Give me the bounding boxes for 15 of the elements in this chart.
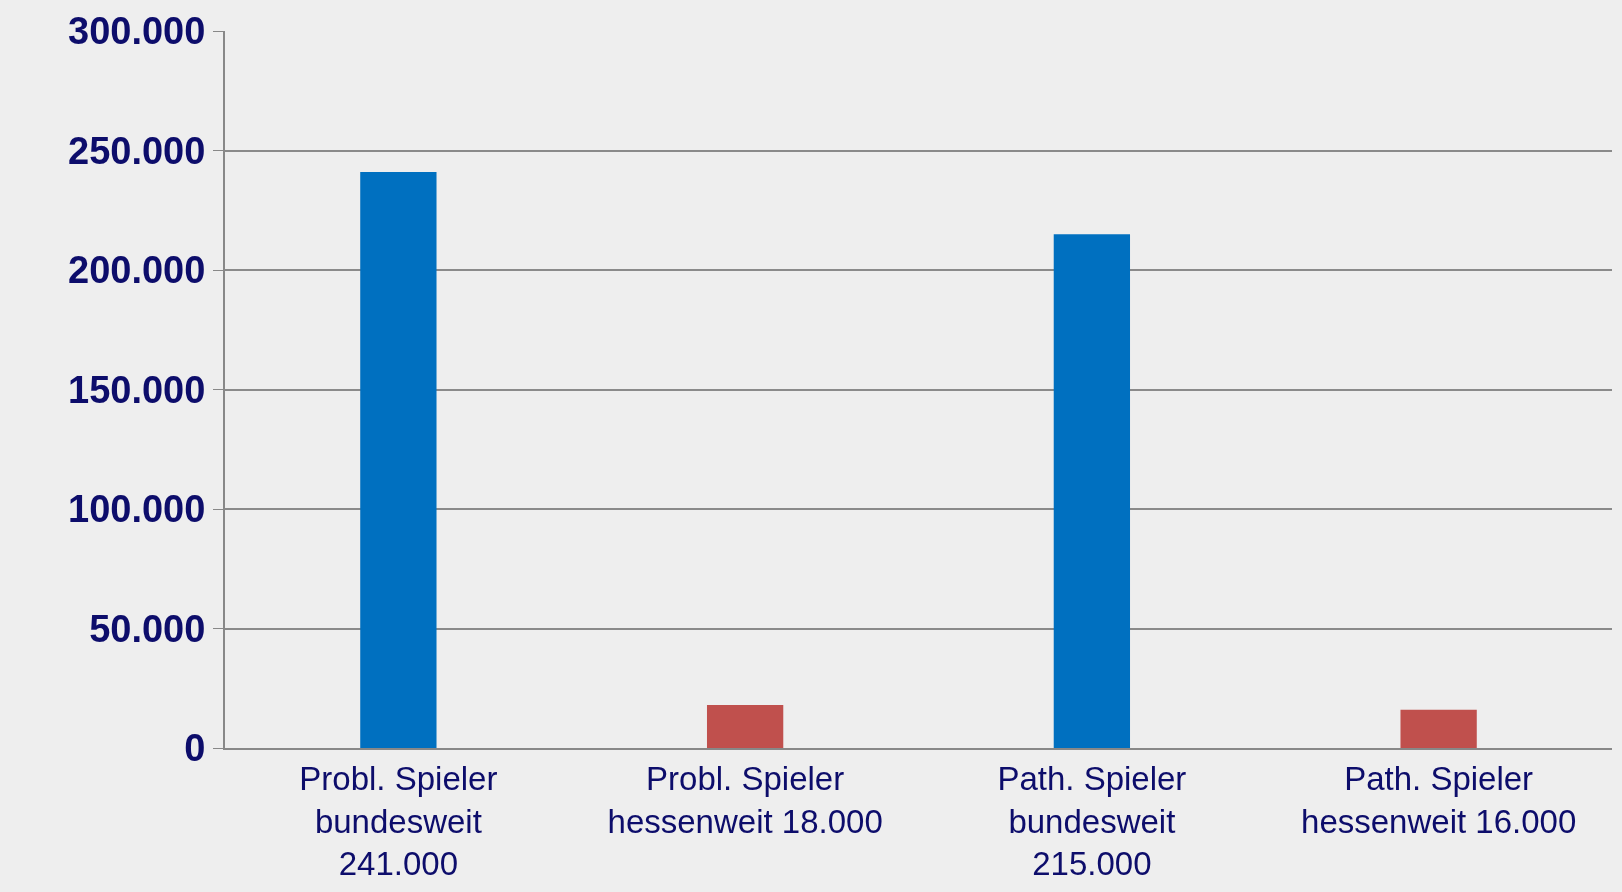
x-tick-label: Probl. Spieler bundesweit 241.000 [299, 759, 498, 883]
y-tick-label: 0 [184, 727, 206, 770]
x-tick-label: Path. Spieler hessenweit 16.000 [1301, 759, 1577, 840]
y-tick-label: 150.000 [68, 368, 206, 411]
y-tick-label: 200.000 [68, 249, 206, 292]
y-tick-label: 50.000 [89, 607, 206, 650]
bar [360, 172, 437, 748]
y-tick-label: 100.000 [68, 488, 206, 531]
x-tick-label: Probl. Spieler hessenweit 18.000 [607, 759, 883, 840]
x-tick-label: Path. Spieler bundesweit 215.000 [997, 759, 1187, 883]
bar [1053, 234, 1131, 748]
y-tick-label: 300.000 [68, 10, 206, 53]
y-tick-label: 250.000 [68, 129, 206, 172]
bar [1400, 709, 1477, 748]
bar [706, 704, 784, 748]
